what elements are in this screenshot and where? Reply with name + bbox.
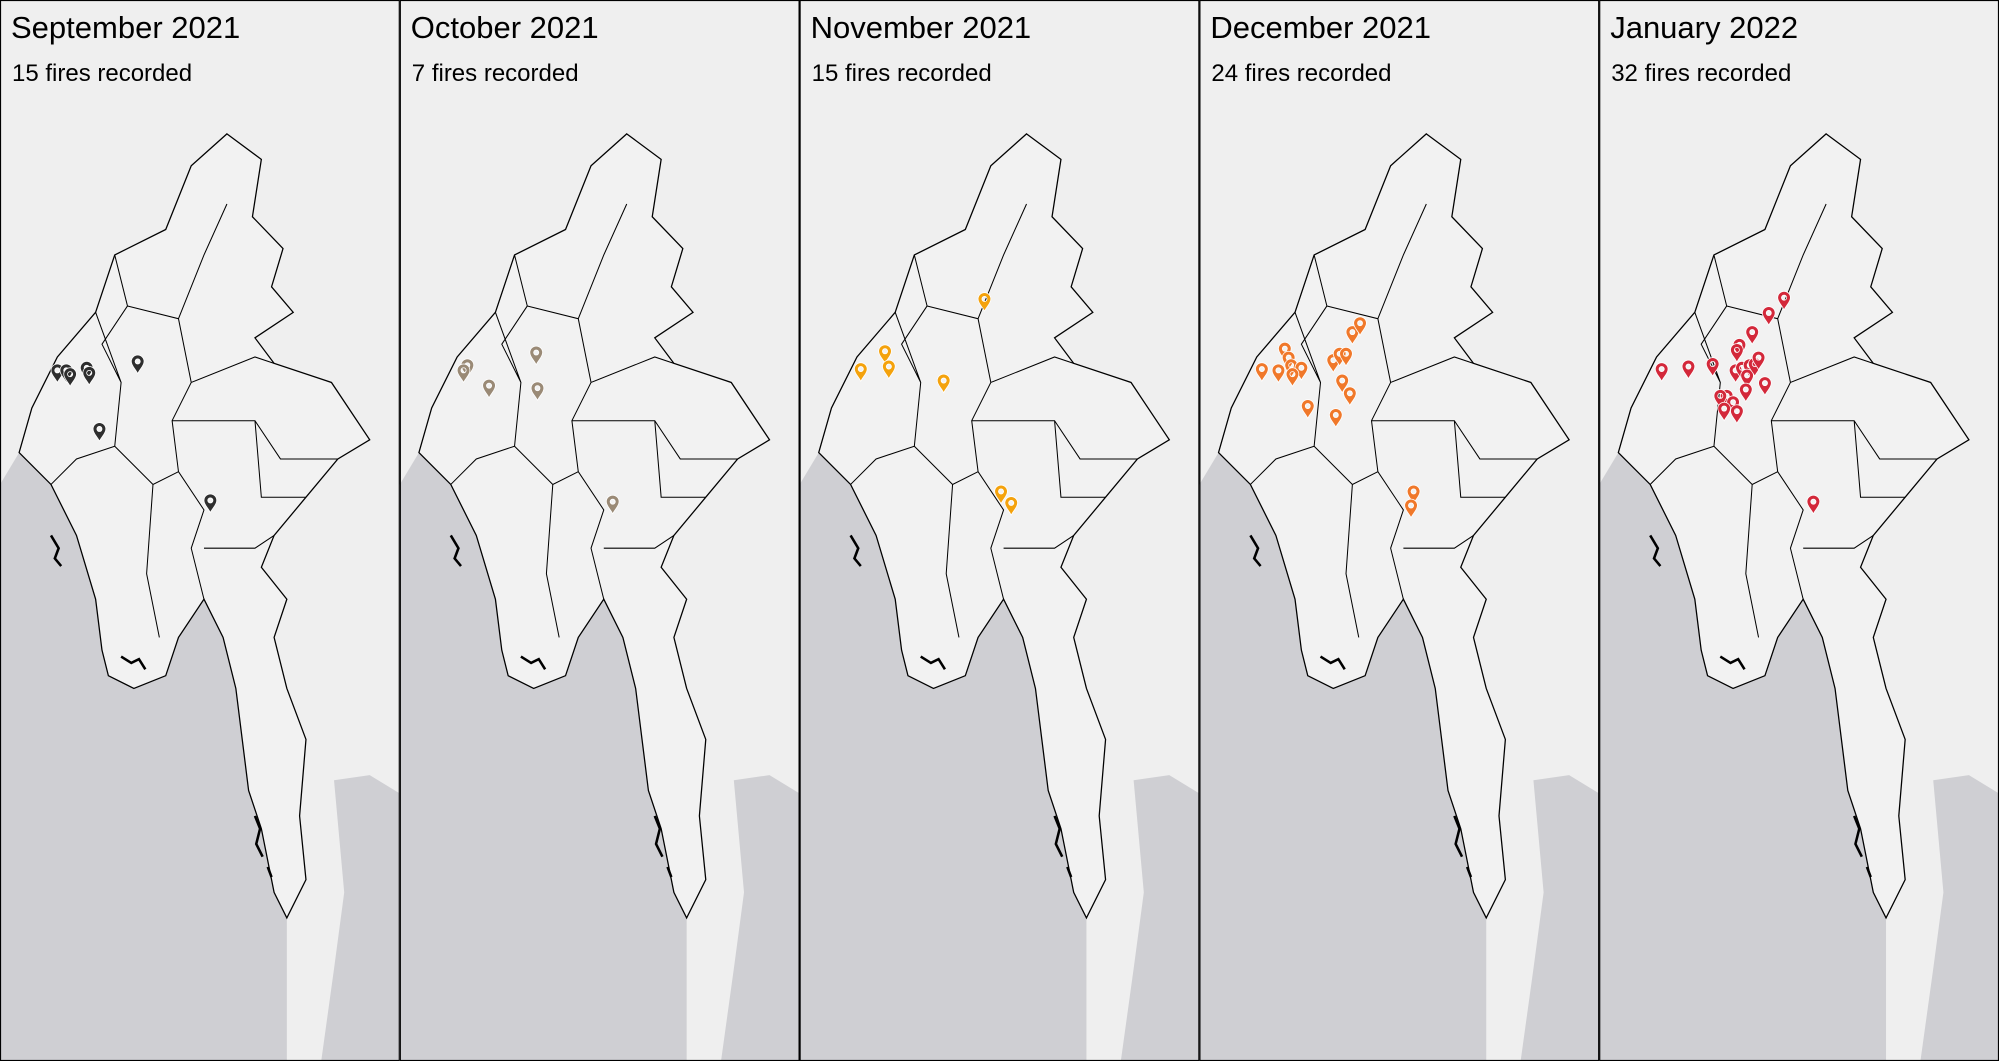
fire-marker (529, 345, 543, 366)
fire-marker (1730, 343, 1744, 363)
map-panel: September 2021 15 fires recorded (0, 0, 401, 1061)
fire-marker (1301, 399, 1315, 420)
fire-marker (994, 484, 1008, 505)
fire-marker (878, 344, 892, 365)
fire-marker (530, 381, 545, 402)
map-panel: December 2021 24 fires recorded (1198, 0, 1600, 1061)
panel-subtitle: 7 fires recorded (412, 60, 579, 87)
fire-marker (63, 367, 77, 388)
fire-marker (1339, 347, 1353, 367)
panel-subtitle: 15 fires recorded (12, 60, 192, 87)
fire-marker (1681, 359, 1696, 380)
map (1198, 0, 1600, 1061)
map (398, 0, 801, 1061)
fire-marker (1806, 494, 1821, 515)
fire-marker (1717, 401, 1731, 422)
fire-marker (1730, 404, 1744, 425)
map-base (1597, 0, 1999, 1061)
map-base (1198, 0, 1600, 1061)
map-base (398, 0, 801, 1061)
fire-marker (1745, 325, 1759, 346)
panel-subtitle: 24 fires recorded (1211, 60, 1391, 87)
fire-marker (1762, 306, 1776, 326)
fire-marker (1739, 382, 1753, 403)
fire-marker (1751, 350, 1766, 371)
map-base (798, 0, 1200, 1061)
fire-marker (203, 493, 218, 514)
map-base (0, 0, 401, 1061)
fire-marker (1004, 496, 1018, 516)
fire-marker (1271, 363, 1286, 384)
fire-marker (1345, 325, 1360, 346)
fire-marker (1758, 376, 1772, 397)
map-panel: January 2022 32 fires recorded (1597, 0, 1999, 1061)
map (0, 0, 401, 1061)
fire-marker (1740, 368, 1754, 389)
fire-marker (854, 362, 868, 383)
fire-marker (1343, 386, 1357, 407)
fire-marker (1353, 316, 1367, 337)
fire-marker (130, 354, 145, 375)
panel-title: October 2021 (411, 10, 599, 45)
fire-marker (1329, 408, 1343, 428)
fire-marker (1406, 484, 1421, 505)
fire-marker (1713, 389, 1728, 409)
fire-marker (1777, 290, 1791, 311)
map (1597, 0, 1999, 1061)
fire-marker (482, 378, 496, 399)
panel-subtitle: 32 fires recorded (1611, 60, 1791, 87)
fire-marker (1404, 498, 1418, 519)
panel-title: September 2021 (11, 10, 240, 45)
map-panel: November 2021 15 fires recorded (798, 0, 1200, 1061)
fire-marker (92, 422, 107, 442)
fire-marker (936, 373, 951, 394)
fire-marker (1654, 362, 1669, 383)
fire-marker (1335, 373, 1349, 394)
fire-marker (605, 494, 620, 515)
panel-title: January 2022 (1610, 10, 1798, 45)
map (798, 0, 1200, 1061)
fire-marker (82, 366, 96, 386)
fire-marker (1705, 357, 1720, 377)
fire-marker (882, 359, 896, 380)
fire-marker (456, 363, 471, 384)
panel-title: December 2021 (1210, 10, 1431, 45)
fire-marker (1255, 362, 1269, 383)
fire-marker (977, 292, 992, 312)
map-panel: October 2021 7 fires recorded (398, 0, 801, 1061)
fire-marker (1285, 367, 1300, 388)
panel-title: November 2021 (811, 10, 1032, 45)
panel-subtitle: 15 fires recorded (812, 60, 992, 87)
